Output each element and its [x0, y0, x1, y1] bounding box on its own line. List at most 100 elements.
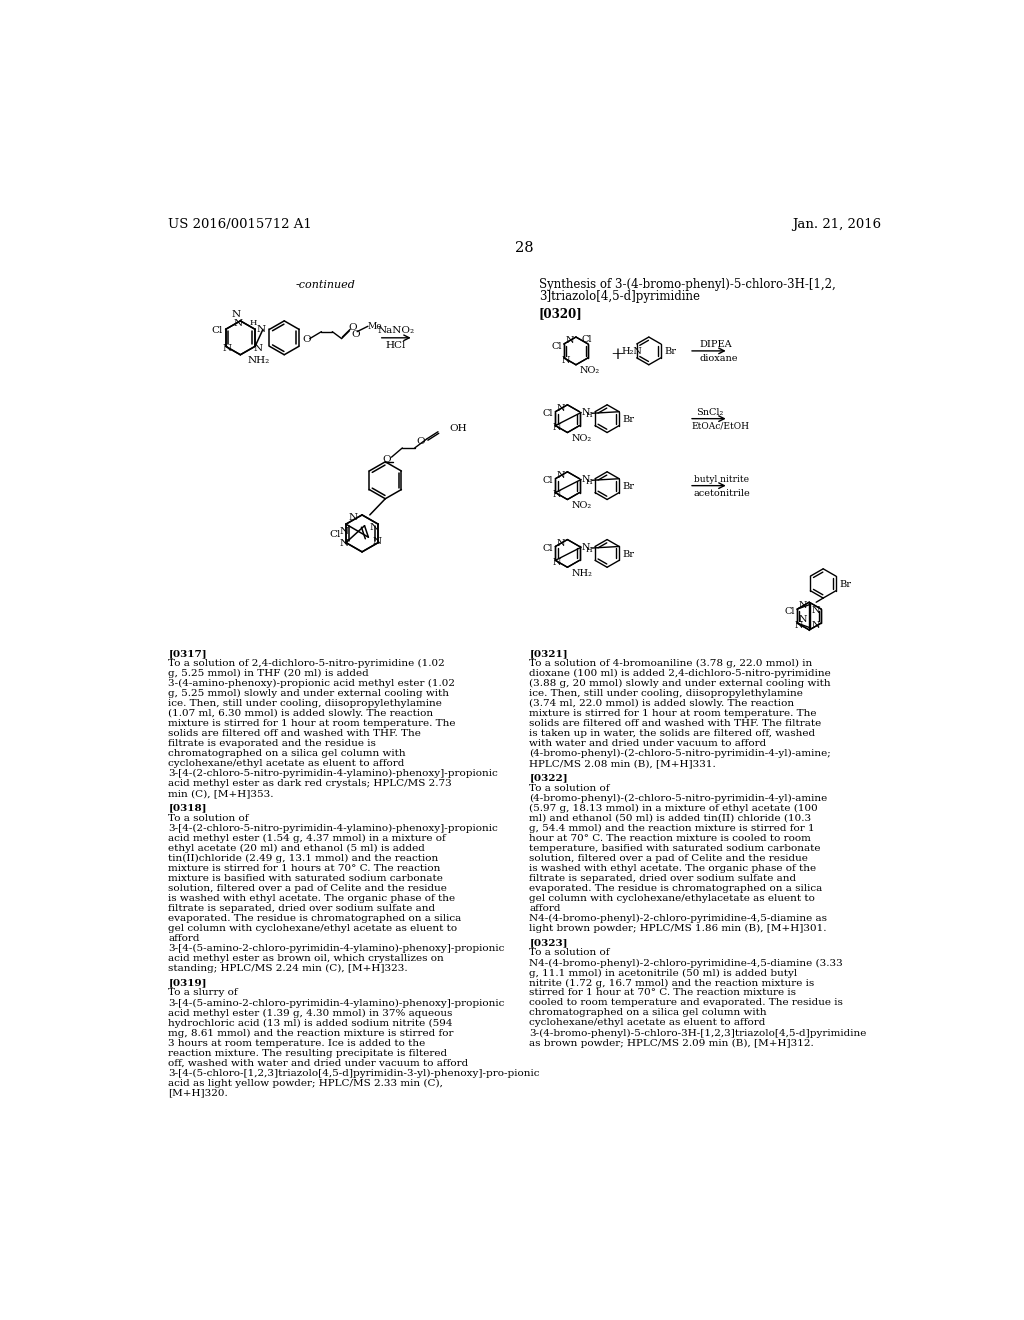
Text: is taken up in water, the solids are filtered off, washed: is taken up in water, the solids are fil… — [529, 729, 815, 738]
Text: 3-(4-amino-phenoxy)-propionic acid methyl ester (1.02: 3-(4-amino-phenoxy)-propionic acid methy… — [168, 678, 456, 688]
Text: To a solution of 4-bromoaniline (3.78 g, 22.0 mmol) in: To a solution of 4-bromoaniline (3.78 g,… — [529, 659, 813, 668]
Text: filtrate is separated, dried over sodium sulfate and: filtrate is separated, dried over sodium… — [529, 874, 797, 883]
Text: N: N — [581, 408, 590, 417]
Text: stirred for 1 hour at 70° C. The reaction mixture is: stirred for 1 hour at 70° C. The reactio… — [529, 989, 797, 998]
Text: N: N — [799, 615, 807, 624]
Text: solids are filtered off and washed with THF. The filtrate: solids are filtered off and washed with … — [529, 719, 821, 727]
Text: N4-(4-bromo-phenyl)-2-chloro-pyrimidine-4,5-diamine (3.33: N4-(4-bromo-phenyl)-2-chloro-pyrimidine-… — [529, 958, 843, 968]
Text: [0321]: [0321] — [529, 649, 568, 657]
Text: US 2016/0015712 A1: US 2016/0015712 A1 — [168, 218, 312, 231]
Text: 3-[4-(2-chloro-5-nitro-pyrimidin-4-ylamino)-phenoxy]-propionic: 3-[4-(2-chloro-5-nitro-pyrimidin-4-ylami… — [168, 770, 498, 777]
Text: EtOAc/EtOH: EtOAc/EtOH — [691, 422, 750, 430]
Text: mixture is stirred for 1 hour at room temperature. The: mixture is stirred for 1 hour at room te… — [168, 719, 456, 727]
Text: 3-[4-(5-chloro-[1,2,3]triazolo[4,5-d]pyrimidin-3-yl)-phenoxy]-pro-pionic: 3-[4-(5-chloro-[1,2,3]triazolo[4,5-d]pyr… — [168, 1069, 540, 1077]
Text: Br: Br — [623, 549, 635, 558]
Text: NaNO₂: NaNO₂ — [378, 326, 415, 335]
Text: N: N — [561, 355, 570, 364]
Text: chromatographed on a silica gel column with: chromatographed on a silica gel column w… — [168, 748, 406, 758]
Text: H₂N: H₂N — [622, 347, 642, 356]
Text: [M+H]320.: [M+H]320. — [168, 1089, 228, 1097]
Text: filtrate is separated, dried over sodium sulfate and: filtrate is separated, dried over sodium… — [168, 904, 435, 912]
Text: To a slurry of: To a slurry of — [168, 989, 238, 998]
Text: ice. Then, still under cooling, diisopropylethylamine: ice. Then, still under cooling, diisopro… — [168, 700, 442, 708]
Text: ml) and ethanol (50 ml) is added tin(II) chloride (10.3: ml) and ethanol (50 ml) is added tin(II)… — [529, 813, 812, 822]
Text: light brown powder; HPLC/MS 1.86 min (B), [M+H]301.: light brown powder; HPLC/MS 1.86 min (B)… — [529, 924, 827, 933]
Text: filtrate is evaporated and the residue is: filtrate is evaporated and the residue i… — [168, 739, 376, 748]
Text: HPLC/MS 2.08 min (B), [M+H]331.: HPLC/MS 2.08 min (B), [M+H]331. — [529, 759, 716, 768]
Text: cyclohexane/ethyl acetate as eluent to afford: cyclohexane/ethyl acetate as eluent to a… — [168, 759, 404, 768]
Text: mixture is stirred for 1 hour at room temperature. The: mixture is stirred for 1 hour at room te… — [529, 709, 817, 718]
Text: as brown powder; HPLC/MS 2.09 min (B), [M+H]312.: as brown powder; HPLC/MS 2.09 min (B), [… — [529, 1039, 814, 1048]
Text: 3 hours at room temperature. Ice is added to the: 3 hours at room temperature. Ice is adde… — [168, 1039, 426, 1048]
Text: NH₂: NH₂ — [248, 356, 269, 366]
Text: To a solution of: To a solution of — [529, 948, 610, 957]
Text: evaporated. The residue is chromatographed on a silica: evaporated. The residue is chromatograph… — [529, 884, 822, 892]
Text: -continued: -continued — [296, 280, 355, 290]
Text: N: N — [257, 326, 266, 334]
Text: 3-[4-(2-chloro-5-nitro-pyrimidin-4-ylamino)-phenoxy]-propionic: 3-[4-(2-chloro-5-nitro-pyrimidin-4-ylami… — [168, 824, 498, 833]
Text: NO₂: NO₂ — [571, 434, 592, 444]
Text: 3-[4-(5-amino-2-chloro-pyrimidin-4-ylamino)-phenoxy]-propionic: 3-[4-(5-amino-2-chloro-pyrimidin-4-ylami… — [168, 944, 505, 953]
Text: 28: 28 — [515, 240, 535, 255]
Text: off, washed with water and dried under vacuum to afford: off, washed with water and dried under v… — [168, 1059, 469, 1068]
Text: is washed with ethyl acetate. The organic phase of the: is washed with ethyl acetate. The organi… — [168, 894, 456, 903]
Text: acid methyl ester (1.54 g, 4.37 mmol) in a mixture of: acid methyl ester (1.54 g, 4.37 mmol) in… — [168, 834, 446, 842]
Text: solution, filtered over a pad of Celite and the residue: solution, filtered over a pad of Celite … — [168, 884, 447, 892]
Text: standing; HPLC/MS 2.24 min (C), [M+H]323.: standing; HPLC/MS 2.24 min (C), [M+H]323… — [168, 964, 408, 973]
Text: N: N — [340, 528, 349, 536]
Text: OH: OH — [450, 424, 467, 433]
Text: cyclohexane/ethyl acetate as eluent to afford: cyclohexane/ethyl acetate as eluent to a… — [529, 1019, 766, 1027]
Text: tin(II)chloride (2.49 g, 13.1 mmol) and the reaction: tin(II)chloride (2.49 g, 13.1 mmol) and … — [168, 854, 438, 863]
Text: N: N — [581, 475, 590, 484]
Text: O: O — [303, 335, 311, 345]
Text: cooled to room temperature and evaporated. The residue is: cooled to room temperature and evaporate… — [529, 998, 844, 1007]
Text: [0317]: [0317] — [168, 649, 207, 657]
Text: HCl: HCl — [386, 341, 407, 350]
Text: g, 54.4 mmol) and the reaction mixture is stirred for 1: g, 54.4 mmol) and the reaction mixture i… — [529, 824, 815, 833]
Text: H: H — [586, 411, 593, 418]
Text: N: N — [557, 404, 565, 413]
Text: DIPEA: DIPEA — [699, 341, 732, 348]
Text: N: N — [553, 558, 561, 568]
Text: NO₂: NO₂ — [571, 502, 592, 510]
Text: (3.88 g, 20 mmol) slowly and under external cooling with: (3.88 g, 20 mmol) slowly and under exter… — [529, 678, 831, 688]
Text: Br: Br — [840, 579, 851, 589]
Text: mixture is basified with saturated sodium carbonate: mixture is basified with saturated sodiu… — [168, 874, 443, 883]
Text: N: N — [233, 319, 243, 329]
Text: evaporated. The residue is chromatographed on a silica: evaporated. The residue is chromatograph… — [168, 913, 462, 923]
Text: Synthesis of 3-(4-bromo-phenyl)-5-chloro-3H-[1,2,: Synthesis of 3-(4-bromo-phenyl)-5-chloro… — [539, 277, 836, 290]
Text: 3-[4-(5-amino-2-chloro-pyrimidin-4-ylamino)-phenoxy]-propionic: 3-[4-(5-amino-2-chloro-pyrimidin-4-ylami… — [168, 998, 505, 1007]
Text: Jan. 21, 2016: Jan. 21, 2016 — [793, 218, 882, 231]
Text: NH₂: NH₂ — [571, 569, 592, 578]
Text: O: O — [348, 323, 357, 333]
Text: N4-(4-bromo-phenyl)-2-chloro-pyrimidine-4,5-diamine as: N4-(4-bromo-phenyl)-2-chloro-pyrimidine-… — [529, 913, 827, 923]
Text: g, 5.25 mmol) slowly and under external cooling with: g, 5.25 mmol) slowly and under external … — [168, 689, 450, 698]
Text: 3-(4-bromo-phenyl)-5-chloro-3H-[1,2,3]triazolo[4,5-d]pyrimidine: 3-(4-bromo-phenyl)-5-chloro-3H-[1,2,3]tr… — [529, 1028, 867, 1038]
Text: gel column with cyclohexane/ethyl acetate as eluent to: gel column with cyclohexane/ethyl acetat… — [168, 924, 458, 933]
Text: 3]triazolo[4,5-d]pyrimidine: 3]triazolo[4,5-d]pyrimidine — [539, 290, 699, 304]
Text: N: N — [557, 471, 565, 480]
Text: solids are filtered off and washed with THF. The: solids are filtered off and washed with … — [168, 729, 421, 738]
Text: Cl: Cl — [551, 342, 562, 351]
Text: hour at 70° C. The reaction mixture is cooled to room: hour at 70° C. The reaction mixture is c… — [529, 834, 811, 842]
Text: N: N — [553, 424, 561, 432]
Text: g, 5.25 mmol) in THF (20 ml) is added: g, 5.25 mmol) in THF (20 ml) is added — [168, 669, 369, 678]
Text: N: N — [254, 345, 263, 352]
Text: gel column with cyclohexane/ethylacetate as eluent to: gel column with cyclohexane/ethylacetate… — [529, 894, 815, 903]
Text: O: O — [382, 455, 391, 463]
Text: [0319]: [0319] — [168, 978, 207, 987]
Text: afford: afford — [529, 904, 561, 912]
Text: temperature, basified with saturated sodium carbonate: temperature, basified with saturated sod… — [529, 843, 821, 853]
Text: Cl: Cl — [330, 529, 341, 539]
Text: H: H — [586, 545, 593, 553]
Text: N: N — [812, 620, 820, 630]
Text: [0322]: [0322] — [529, 774, 568, 783]
Text: Cl: Cl — [582, 335, 592, 345]
Text: [0320]: [0320] — [539, 308, 583, 319]
Text: is washed with ethyl acetate. The organic phase of the: is washed with ethyl acetate. The organi… — [529, 863, 816, 873]
Text: (3.74 ml, 22.0 mmol) is added slowly. The reaction: (3.74 ml, 22.0 mmol) is added slowly. Th… — [529, 700, 795, 708]
Text: acetonitrile: acetonitrile — [693, 488, 751, 498]
Text: [0323]: [0323] — [529, 939, 568, 948]
Text: H: H — [250, 319, 257, 327]
Text: butyl nitrite: butyl nitrite — [693, 475, 749, 484]
